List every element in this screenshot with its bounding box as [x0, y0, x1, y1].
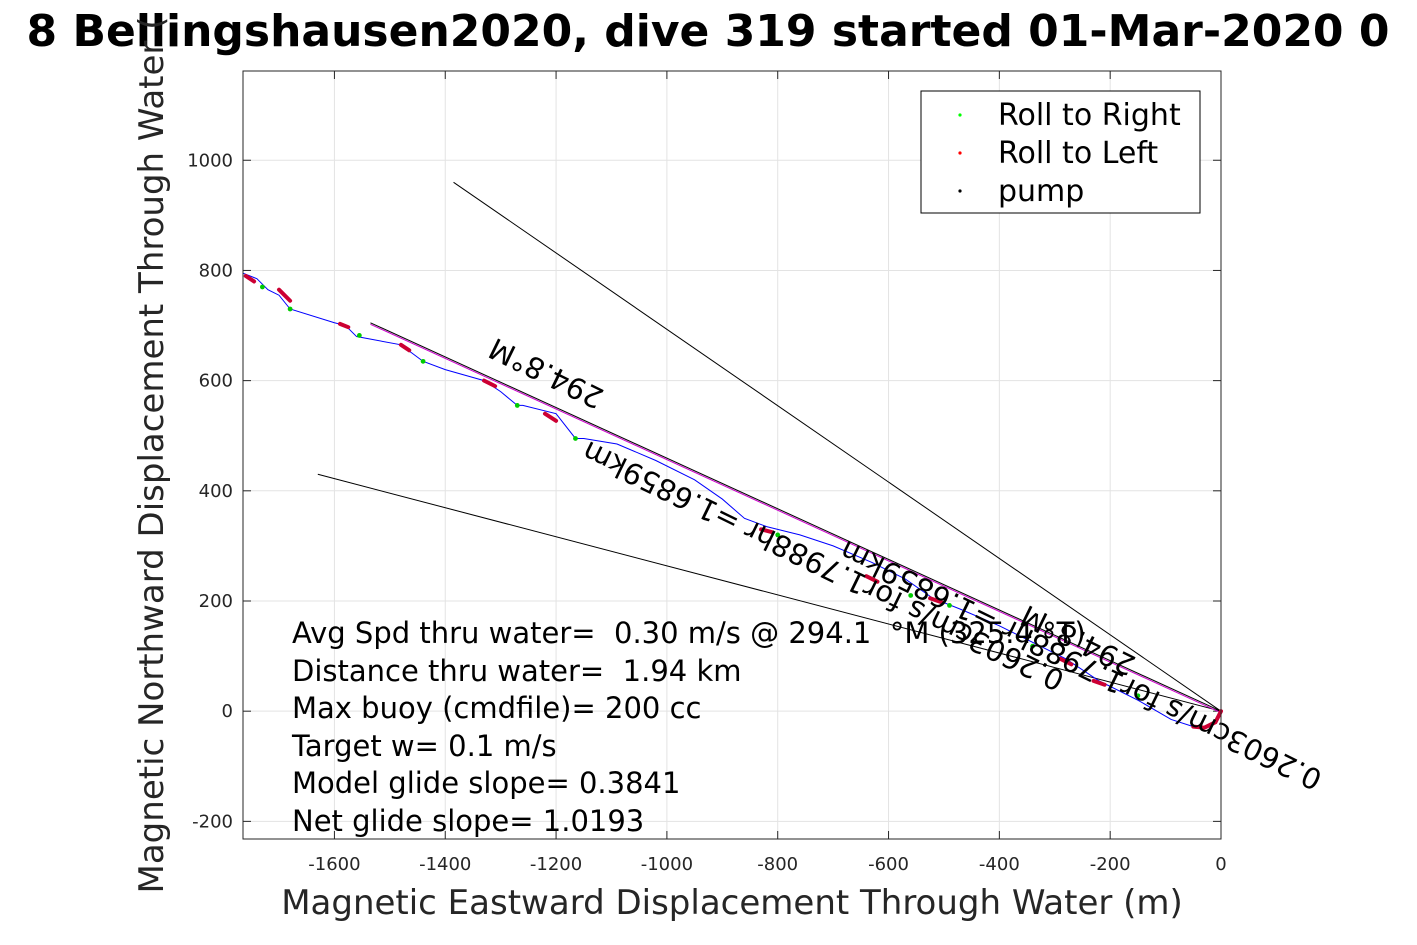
y-tick-label: 1000: [187, 150, 233, 171]
y-tick-label: -200: [192, 811, 233, 832]
x-axis-ticks: -1600 -1400 -1200 -1000 -800 -600 -400 -200 0: [308, 71, 1227, 875]
roll-right-point: [259, 284, 265, 290]
legend-marker-roll-left: [958, 151, 962, 155]
y-tick-label: 0: [222, 701, 233, 722]
roll-left-segment: [864, 574, 880, 584]
roll-left-segment: [398, 342, 412, 353]
x-tick-label: -1200: [530, 854, 582, 875]
roll-left-segment: [1091, 678, 1107, 687]
roll-left-segment: [243, 273, 257, 284]
roll-right-point: [1030, 643, 1036, 649]
chart-title: 8 Bellingshausen2020, dive 319 started 0…: [27, 6, 1390, 57]
roll-right-point: [947, 603, 952, 608]
x-tick-label: -1000: [641, 854, 693, 875]
legend-label-pump: pump: [998, 174, 1084, 209]
roll-left-segment: [542, 411, 559, 423]
legend-marker-pump: [958, 189, 962, 193]
y-axis-ticks: -200 0 200 400 600 800 1000: [187, 150, 1221, 832]
series-layer: [242, 181, 1223, 730]
roll-left-segment: [1191, 709, 1223, 730]
stat-model-glide-slope: Model glide slope= 0.3841: [292, 766, 680, 800]
roll-right-point: [287, 306, 293, 312]
x-axis-label: Magnetic Eastward Displacement Through W…: [281, 883, 1183, 923]
stat-max-buoy: Max buoy (cmdfile)= 200 cc: [292, 691, 701, 725]
legend-label-roll-right: Roll to Right: [998, 98, 1181, 133]
legend: Roll to Right Roll to Left pump: [920, 90, 1201, 214]
roll-left-segment: [337, 321, 351, 330]
roll-left-segment: [482, 378, 498, 389]
dive-track-line: [242, 272, 1222, 729]
heading-line-lower: [317, 473, 1222, 712]
legend-label-roll-left: Roll to Left: [998, 136, 1158, 171]
y-tick-label: 400: [199, 481, 233, 502]
stat-net-glide-slope: Net glide slope= 1.0193: [292, 804, 644, 838]
roll-left-segment: [928, 596, 944, 605]
x-tick-label: -800: [757, 854, 798, 875]
plot-frame: [242, 70, 1222, 840]
x-tick-label: 0: [1215, 854, 1226, 875]
stat-target-w: Target w= 0.1 m/s: [291, 729, 557, 763]
roll-left-segment: [277, 287, 293, 303]
roll-right-point: [420, 358, 426, 364]
roll-right-point: [514, 403, 520, 408]
roll-right-point: [908, 593, 914, 598]
y-axis-label: Magnetic Northward Displacement Through …: [132, 17, 172, 894]
x-tick-label: -1600: [308, 854, 360, 875]
course-line: [370, 322, 1222, 712]
x-tick-label: -200: [1090, 854, 1131, 875]
y-tick-label: 800: [199, 260, 233, 281]
course-line-magenta: [370, 323, 1222, 714]
legend-marker-roll-right: [958, 113, 962, 117]
x-tick-label: -400: [979, 854, 1020, 875]
legend-box: [920, 90, 1201, 214]
roll-left-segment: [1058, 656, 1074, 667]
y-tick-label: 200: [199, 591, 233, 612]
roll-left-segment: [759, 527, 775, 535]
y-tick-label: 600: [199, 371, 233, 392]
roll-right-point: [775, 532, 781, 538]
roll-right-point: [573, 436, 578, 441]
heading-line-upper: [453, 181, 1222, 712]
stat-distance: Distance thru water= 1.94 km: [292, 654, 742, 688]
roll-right-point: [356, 333, 362, 338]
x-tick-label: -600: [868, 854, 909, 875]
x-tick-label: -1400: [419, 854, 471, 875]
roll-right-point: [1135, 693, 1141, 699]
dive-stats-text: Avg Spd thru water= 0.30 m/s @ 294.1 °M …: [291, 616, 1086, 838]
stat-avg-speed: Avg Spd thru water= 0.30 m/s @ 294.1 °M …: [292, 616, 1086, 650]
